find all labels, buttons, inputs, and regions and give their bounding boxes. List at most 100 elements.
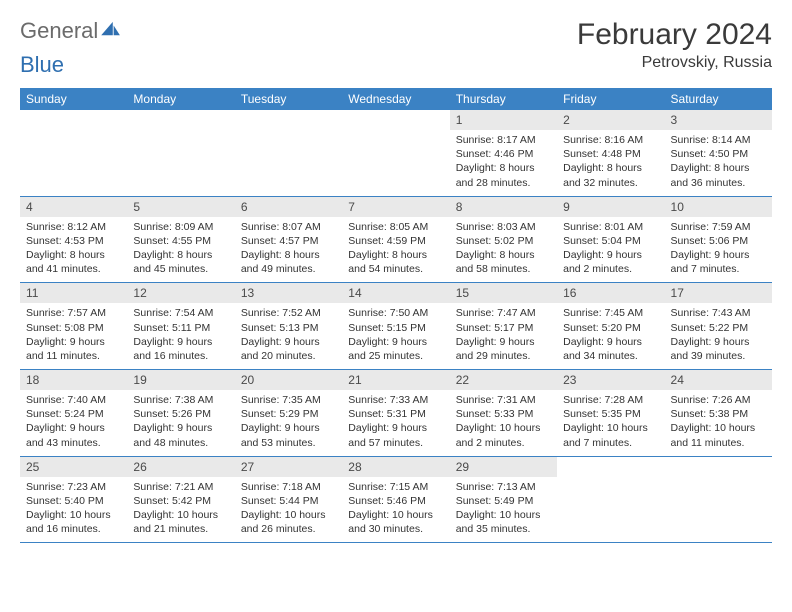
day-number: 10 — [665, 197, 772, 217]
calendar-day-cell — [20, 110, 127, 196]
calendar-day-cell: 17Sunrise: 7:43 AMSunset: 5:22 PMDayligh… — [665, 283, 772, 370]
calendar-day-cell: 28Sunrise: 7:15 AMSunset: 5:46 PMDayligh… — [342, 456, 449, 543]
day-details: Sunrise: 8:09 AMSunset: 4:55 PMDaylight:… — [127, 217, 234, 283]
calendar-day-cell: 25Sunrise: 7:23 AMSunset: 5:40 PMDayligh… — [20, 456, 127, 543]
calendar-day-cell: 2Sunrise: 8:16 AMSunset: 4:48 PMDaylight… — [557, 110, 664, 196]
calendar-day-cell: 21Sunrise: 7:33 AMSunset: 5:31 PMDayligh… — [342, 370, 449, 457]
calendar-table: SundayMondayTuesdayWednesdayThursdayFrid… — [20, 88, 772, 543]
day-details: Sunrise: 7:47 AMSunset: 5:17 PMDaylight:… — [450, 303, 557, 369]
calendar-day-cell: 19Sunrise: 7:38 AMSunset: 5:26 PMDayligh… — [127, 370, 234, 457]
weekday-header: Tuesday — [235, 88, 342, 110]
calendar-day-cell: 6Sunrise: 8:07 AMSunset: 4:57 PMDaylight… — [235, 196, 342, 283]
weekday-header: Saturday — [665, 88, 772, 110]
day-details: Sunrise: 7:33 AMSunset: 5:31 PMDaylight:… — [342, 390, 449, 456]
day-details: Sunrise: 7:54 AMSunset: 5:11 PMDaylight:… — [127, 303, 234, 369]
day-number: 17 — [665, 283, 772, 303]
calendar-day-cell — [665, 456, 772, 543]
day-details: Sunrise: 7:26 AMSunset: 5:38 PMDaylight:… — [665, 390, 772, 456]
day-number: 5 — [127, 197, 234, 217]
day-number: 28 — [342, 457, 449, 477]
day-number: 20 — [235, 370, 342, 390]
calendar-day-cell: 15Sunrise: 7:47 AMSunset: 5:17 PMDayligh… — [450, 283, 557, 370]
calendar-day-cell: 18Sunrise: 7:40 AMSunset: 5:24 PMDayligh… — [20, 370, 127, 457]
day-details: Sunrise: 7:13 AMSunset: 5:49 PMDaylight:… — [450, 477, 557, 543]
calendar-day-cell: 13Sunrise: 7:52 AMSunset: 5:13 PMDayligh… — [235, 283, 342, 370]
location: Petrovskiy, Russia — [577, 54, 772, 72]
calendar-day-cell: 3Sunrise: 8:14 AMSunset: 4:50 PMDaylight… — [665, 110, 772, 196]
calendar-day-cell: 23Sunrise: 7:28 AMSunset: 5:35 PMDayligh… — [557, 370, 664, 457]
calendar-day-cell: 20Sunrise: 7:35 AMSunset: 5:29 PMDayligh… — [235, 370, 342, 457]
calendar-day-cell: 14Sunrise: 7:50 AMSunset: 5:15 PMDayligh… — [342, 283, 449, 370]
logo: General — [20, 18, 121, 44]
day-number: 8 — [450, 197, 557, 217]
day-number: 25 — [20, 457, 127, 477]
calendar-week-row: 1Sunrise: 8:17 AMSunset: 4:46 PMDaylight… — [20, 110, 772, 196]
calendar-day-cell — [557, 456, 664, 543]
day-details: Sunrise: 7:50 AMSunset: 5:15 PMDaylight:… — [342, 303, 449, 369]
day-number: 23 — [557, 370, 664, 390]
calendar-day-cell — [127, 110, 234, 196]
month-title: February 2024 — [577, 18, 772, 52]
day-details: Sunrise: 7:45 AMSunset: 5:20 PMDaylight:… — [557, 303, 664, 369]
calendar-day-cell: 4Sunrise: 8:12 AMSunset: 4:53 PMDaylight… — [20, 196, 127, 283]
day-number: 2 — [557, 110, 664, 130]
day-details: Sunrise: 7:38 AMSunset: 5:26 PMDaylight:… — [127, 390, 234, 456]
day-number: 24 — [665, 370, 772, 390]
day-details: Sunrise: 8:17 AMSunset: 4:46 PMDaylight:… — [450, 130, 557, 196]
weekday-header: Wednesday — [342, 88, 449, 110]
calendar-day-cell: 11Sunrise: 7:57 AMSunset: 5:08 PMDayligh… — [20, 283, 127, 370]
day-details: Sunrise: 8:16 AMSunset: 4:48 PMDaylight:… — [557, 130, 664, 196]
logo-text-blue: Blue — [20, 52, 64, 78]
day-number: 7 — [342, 197, 449, 217]
day-number: 26 — [127, 457, 234, 477]
weekday-header: Friday — [557, 88, 664, 110]
day-number: 12 — [127, 283, 234, 303]
day-details: Sunrise: 7:57 AMSunset: 5:08 PMDaylight:… — [20, 303, 127, 369]
day-details: Sunrise: 8:01 AMSunset: 5:04 PMDaylight:… — [557, 217, 664, 283]
day-number: 15 — [450, 283, 557, 303]
weekday-header: Monday — [127, 88, 234, 110]
day-number: 18 — [20, 370, 127, 390]
weekday-header: Sunday — [20, 88, 127, 110]
day-details: Sunrise: 7:23 AMSunset: 5:40 PMDaylight:… — [20, 477, 127, 543]
calendar-day-cell: 27Sunrise: 7:18 AMSunset: 5:44 PMDayligh… — [235, 456, 342, 543]
calendar-week-row: 4Sunrise: 8:12 AMSunset: 4:53 PMDaylight… — [20, 196, 772, 283]
day-number: 6 — [235, 197, 342, 217]
day-details: Sunrise: 7:15 AMSunset: 5:46 PMDaylight:… — [342, 477, 449, 543]
day-number: 11 — [20, 283, 127, 303]
day-details: Sunrise: 7:28 AMSunset: 5:35 PMDaylight:… — [557, 390, 664, 456]
day-number: 4 — [20, 197, 127, 217]
day-details: Sunrise: 8:14 AMSunset: 4:50 PMDaylight:… — [665, 130, 772, 196]
day-number: 14 — [342, 283, 449, 303]
calendar-day-cell: 10Sunrise: 7:59 AMSunset: 5:06 PMDayligh… — [665, 196, 772, 283]
calendar-day-cell: 22Sunrise: 7:31 AMSunset: 5:33 PMDayligh… — [450, 370, 557, 457]
calendar-day-cell: 1Sunrise: 8:17 AMSunset: 4:46 PMDaylight… — [450, 110, 557, 196]
day-number: 3 — [665, 110, 772, 130]
logo-text-general: General — [20, 18, 98, 44]
day-number: 22 — [450, 370, 557, 390]
sail-icon — [101, 21, 121, 42]
day-details: Sunrise: 7:31 AMSunset: 5:33 PMDaylight:… — [450, 390, 557, 456]
day-details: Sunrise: 8:12 AMSunset: 4:53 PMDaylight:… — [20, 217, 127, 283]
day-number: 21 — [342, 370, 449, 390]
day-number: 13 — [235, 283, 342, 303]
day-details: Sunrise: 7:40 AMSunset: 5:24 PMDaylight:… — [20, 390, 127, 456]
day-number: 29 — [450, 457, 557, 477]
day-details: Sunrise: 7:43 AMSunset: 5:22 PMDaylight:… — [665, 303, 772, 369]
calendar-day-cell: 24Sunrise: 7:26 AMSunset: 5:38 PMDayligh… — [665, 370, 772, 457]
calendar-body: 1Sunrise: 8:17 AMSunset: 4:46 PMDaylight… — [20, 110, 772, 543]
calendar-day-cell: 5Sunrise: 8:09 AMSunset: 4:55 PMDaylight… — [127, 196, 234, 283]
calendar-week-row: 18Sunrise: 7:40 AMSunset: 5:24 PMDayligh… — [20, 370, 772, 457]
calendar-day-cell: 9Sunrise: 8:01 AMSunset: 5:04 PMDaylight… — [557, 196, 664, 283]
calendar-day-cell: 16Sunrise: 7:45 AMSunset: 5:20 PMDayligh… — [557, 283, 664, 370]
weekday-header: Thursday — [450, 88, 557, 110]
day-number: 19 — [127, 370, 234, 390]
calendar-day-cell: 26Sunrise: 7:21 AMSunset: 5:42 PMDayligh… — [127, 456, 234, 543]
calendar-day-cell: 12Sunrise: 7:54 AMSunset: 5:11 PMDayligh… — [127, 283, 234, 370]
day-details: Sunrise: 8:07 AMSunset: 4:57 PMDaylight:… — [235, 217, 342, 283]
calendar-day-cell — [342, 110, 449, 196]
day-details: Sunrise: 7:52 AMSunset: 5:13 PMDaylight:… — [235, 303, 342, 369]
day-number: 27 — [235, 457, 342, 477]
day-details: Sunrise: 8:05 AMSunset: 4:59 PMDaylight:… — [342, 217, 449, 283]
calendar-day-cell: 8Sunrise: 8:03 AMSunset: 5:02 PMDaylight… — [450, 196, 557, 283]
